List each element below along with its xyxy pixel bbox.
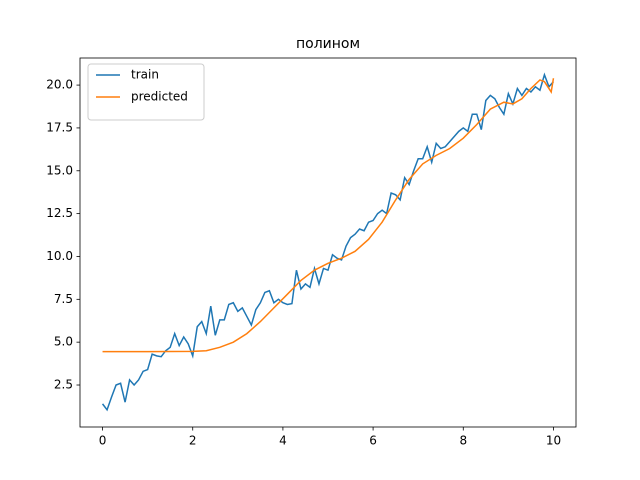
legend-box: [87, 63, 205, 121]
legend-label: train: [131, 68, 159, 82]
x-tick-label: 10: [546, 434, 561, 448]
y-tick-label: 15.0: [46, 163, 73, 177]
x-tick-label: 0: [99, 434, 107, 448]
y-tick-label: 20.0: [46, 78, 73, 92]
chart-title: полином: [296, 36, 360, 52]
x-tick-label: 6: [369, 434, 377, 448]
y-tick-label: 10.0: [46, 249, 73, 263]
y-tick-label: 12.5: [46, 206, 73, 220]
x-tick-label: 2: [189, 434, 197, 448]
y-tick-label: 7.5: [54, 292, 73, 306]
x-tick-label: 4: [279, 434, 287, 448]
x-tick-label: 8: [459, 434, 467, 448]
y-tick-label: 2.5: [54, 378, 73, 392]
y-tick-label: 5.0: [54, 335, 73, 349]
plot-frame: [79, 57, 577, 428]
y-tick-label: 17.5: [46, 120, 73, 134]
series-line: [102, 78, 555, 353]
legend-label: predicted: [131, 90, 188, 104]
series-line: [101, 72, 555, 412]
